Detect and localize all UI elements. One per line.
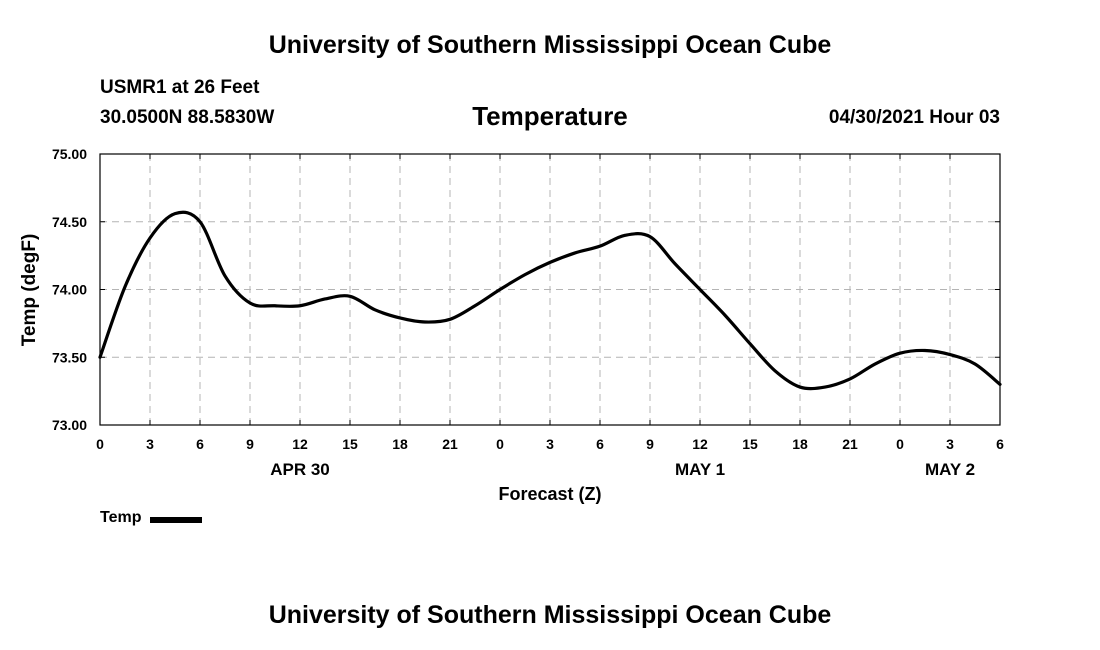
x-tick-label: 12 bbox=[292, 436, 308, 452]
x-tick-label: 15 bbox=[342, 436, 358, 452]
legend-label-temp: Temp bbox=[100, 509, 142, 526]
x-tick-label: 18 bbox=[392, 436, 408, 452]
legend: Temp bbox=[100, 509, 203, 527]
header-title: University of Southern Mississippi Ocean… bbox=[268, 31, 832, 59]
x-date-label: MAY 1 bbox=[675, 460, 725, 479]
footer-title: University of Southern Mississippi Ocean… bbox=[268, 601, 832, 629]
x-tick-label: 12 bbox=[692, 436, 708, 452]
x-tick-label: 9 bbox=[646, 436, 654, 452]
y-tick-label: 73.00 bbox=[52, 417, 87, 433]
y-tick-label: 73.50 bbox=[52, 349, 87, 365]
station-name: USMR1 at 26 Feet bbox=[100, 77, 260, 98]
x-date-label: APR 30 bbox=[270, 460, 330, 479]
chart-title: Temperature bbox=[472, 101, 628, 131]
x-tick-label: 6 bbox=[596, 436, 604, 452]
x-tick-label: 3 bbox=[546, 436, 554, 452]
x-axis-label: Forecast (Z) bbox=[498, 484, 601, 504]
y-tick-label: 75.00 bbox=[52, 146, 87, 162]
y-axis-label: Temp (degF) bbox=[19, 234, 40, 347]
x-tick-label: 21 bbox=[842, 436, 858, 452]
x-tick-label: 9 bbox=[246, 436, 254, 452]
x-tick-label: 6 bbox=[996, 436, 1004, 452]
x-tick-label: 0 bbox=[496, 436, 504, 452]
axis-ticks: 0 3 6 9 12 15 18 21 0 3 6 9 12 15 18 21 0 3 6 73.00 73.50 74.… bbox=[52, 146, 1004, 479]
x-tick-label: 21 bbox=[442, 436, 458, 452]
x-tick-label: 15 bbox=[742, 436, 758, 452]
x-tick-label: 3 bbox=[946, 436, 954, 452]
legend-swatch-temp bbox=[150, 516, 203, 523]
station-coordinates: 30.0500N 88.5830W bbox=[100, 107, 275, 128]
y-tick-label: 74.00 bbox=[52, 282, 87, 298]
y-tick-label: 74.50 bbox=[52, 214, 87, 230]
x-tick-label: 3 bbox=[146, 436, 154, 452]
x-date-label: MAY 2 bbox=[925, 460, 975, 479]
x-tick-label: 0 bbox=[96, 436, 104, 452]
x-tick-label: 6 bbox=[196, 436, 204, 452]
forecast-date: 04/30/2021 Hour 03 bbox=[828, 107, 1000, 128]
x-tick-label: 18 bbox=[792, 436, 808, 452]
x-tick-label: 0 bbox=[896, 436, 904, 452]
temp-series-line bbox=[98, 210, 1002, 391]
